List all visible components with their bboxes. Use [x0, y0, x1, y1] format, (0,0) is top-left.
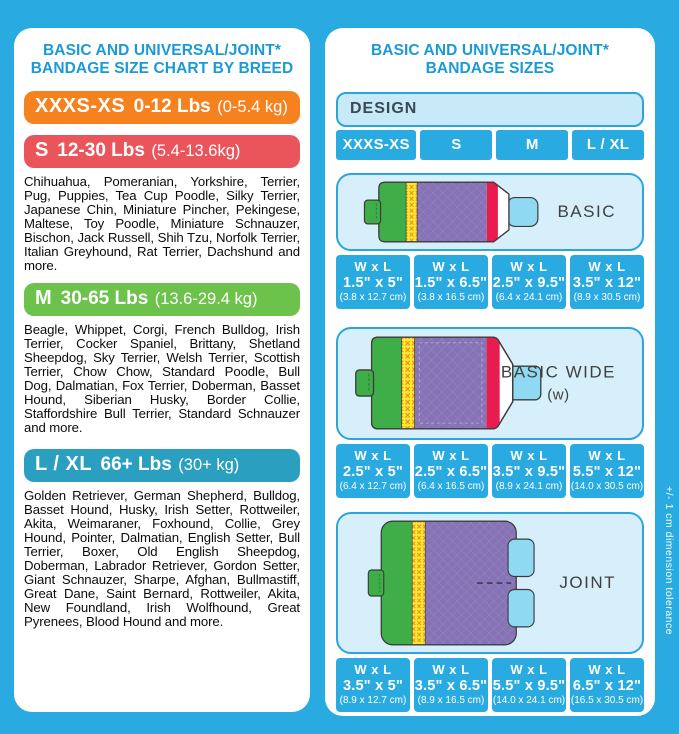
- size-cell: W x L 2.5" x 9.5" (6.4 x 24.1 cm): [492, 254, 566, 309]
- size-badge-m: M 30-65 Lbs (13.6-29.4 kg): [24, 282, 300, 316]
- breed-list-medium: Beagle, Whippet, Corgi, French Bulldog, …: [24, 321, 300, 435]
- size-cell: W x L 5.5" x 9.5" (14.0 x 24.1 cm): [492, 657, 566, 712]
- cm-value: (6.4 x 16.5 cm): [417, 480, 485, 492]
- product-card-basic-wide: BASIC WIDE (w): [336, 326, 644, 440]
- wxl-label: W x L: [510, 258, 548, 274]
- cm-value: (14.0 x 24.1 cm): [492, 694, 566, 706]
- design-label: DESIGN: [350, 99, 418, 117]
- cm-value: (6.4 x 24.1 cm): [495, 291, 563, 303]
- wxl-label: W x L: [354, 258, 392, 274]
- wxl-label: W x L: [510, 661, 548, 677]
- right-panel-title: BASIC AND UNIVERSAL/JOINT* BANDAGE SIZES: [336, 42, 644, 79]
- inches-value: 3.5" x 6.5": [414, 677, 488, 694]
- wxl-label: W x L: [354, 661, 392, 677]
- size-tab-m[interactable]: M: [496, 129, 569, 160]
- inches-value: 3.5" x 12": [572, 274, 642, 291]
- size-cell: W x L 2.5" x 5" (6.4 x 12.7 cm): [336, 443, 410, 498]
- inches-value: 5.5" x 12": [572, 463, 642, 480]
- inches-value: 1.5" x 6.5": [414, 274, 488, 291]
- size-tab-row: XXXS-XS S M L / XL: [336, 129, 644, 160]
- size-tab-l-xl[interactable]: L / XL: [572, 129, 644, 160]
- size-tab-xxxs-xs[interactable]: XXXS-XS: [336, 129, 417, 160]
- right-title-line2: BANDAGE SIZES: [425, 60, 555, 78]
- inches-value: 2.5" x 5": [343, 463, 403, 480]
- product-card-basic: BASIC: [336, 172, 644, 251]
- size-cell: W x L 3.5" x 5" (8.9 x 12.7 cm): [336, 657, 410, 712]
- dimension-tolerance-note: +/- 1 cm dimension tolerance: [663, 486, 675, 636]
- size-cell: W x L 1.5" x 5" (3.8 x 12.7 cm): [336, 254, 410, 309]
- badge-lbs-label: 66+ Lbs: [100, 453, 172, 475]
- wxl-label: W x L: [588, 661, 626, 677]
- size-table-basic-wide: W x L 2.5" x 5" (6.4 x 12.7 cm) W x L 2.…: [336, 443, 644, 498]
- inches-value: 1.5" x 5": [343, 274, 403, 291]
- inches-value: 6.5" x 12": [572, 677, 642, 694]
- badge-kg-label: (0-5.4 kg): [217, 97, 288, 116]
- badge-lbs-label: 0-12 Lbs: [133, 95, 211, 117]
- wxl-label: W x L: [588, 447, 626, 463]
- product-name-text: BASIC: [557, 201, 616, 221]
- size-cell: W x L 6.5" x 12" (16.5 x 30.5 cm): [570, 657, 644, 712]
- wxl-label: W x L: [588, 258, 626, 274]
- cm-value: (16.5 x 30.5 cm): [570, 694, 644, 706]
- right-title-line1: BASIC AND UNIVERSAL/JOINT*: [371, 42, 609, 59]
- left-panel-title: BASIC AND UNIVERSAL/JOINT* BANDAGE SIZE …: [24, 42, 300, 79]
- bandage-sizes-panel: BASIC AND UNIVERSAL/JOINT* BANDAGE SIZES…: [325, 28, 655, 716]
- badge-size-label: M: [35, 286, 53, 309]
- design-header: DESIGN: [336, 91, 644, 127]
- product-name-joint: JOINT: [559, 571, 616, 595]
- cm-value: (3.8 x 12.7 cm): [339, 291, 407, 303]
- cm-value: (8.9 x 30.5 cm): [573, 291, 641, 303]
- breed-list-small: Chihuahua, Pomeranian, Yorkshire, Terrie…: [24, 173, 300, 273]
- breed-chart-panel: BASIC AND UNIVERSAL/JOINT* BANDAGE SIZE …: [14, 28, 310, 712]
- badge-size-label: L / XL: [35, 452, 93, 475]
- size-cell: W x L 1.5" x 6.5" (3.8 x 16.5 cm): [414, 254, 488, 309]
- size-badge-l-xl: L / XL 66+ Lbs (30+ kg): [24, 448, 300, 482]
- inches-value: 3.5" x 9.5": [492, 463, 566, 480]
- size-badge-s: S 12-30 Lbs (5.4-13.6kg): [24, 134, 300, 168]
- joint-bandage-illustration: [367, 520, 535, 645]
- wxl-label: W x L: [432, 447, 470, 463]
- cm-value: (6.4 x 12.7 cm): [339, 480, 407, 492]
- badge-kg-label: (30+ kg): [178, 455, 240, 474]
- size-cell: W x L 2.5" x 6.5" (6.4 x 16.5 cm): [414, 443, 488, 498]
- cm-value: (8.9 x 24.1 cm): [495, 480, 563, 492]
- wxl-label: W x L: [510, 447, 548, 463]
- basic-wide-bandage-illustration: [355, 336, 542, 430]
- wxl-label: W x L: [432, 661, 470, 677]
- badge-lbs-label: 30-65 Lbs: [60, 287, 149, 309]
- product-name-basic-wide: BASIC WIDE (w): [501, 361, 616, 406]
- inches-value: 5.5" x 9.5": [492, 677, 566, 694]
- cm-value: (8.9 x 16.5 cm): [417, 694, 485, 706]
- wxl-label: W x L: [432, 258, 470, 274]
- size-cell: W x L 3.5" x 12" (8.9 x 30.5 cm): [570, 254, 644, 309]
- breed-list-large: Golden Retriever, German Shepherd, Bulld…: [24, 487, 300, 629]
- badge-kg-label: (5.4-13.6kg): [151, 141, 241, 160]
- cm-value: (8.9 x 12.7 cm): [339, 694, 407, 706]
- size-table-joint: W x L 3.5" x 5" (8.9 x 12.7 cm) W x L 3.…: [336, 657, 644, 712]
- cm-value: (14.0 x 30.5 cm): [570, 480, 644, 492]
- size-table-basic: W x L 1.5" x 5" (3.8 x 12.7 cm) W x L 1.…: [336, 254, 644, 309]
- size-cell: W x L 3.5" x 6.5" (8.9 x 16.5 cm): [414, 657, 488, 712]
- size-cell: W x L 5.5" x 12" (14.0 x 30.5 cm): [570, 443, 644, 498]
- size-cell: W x L 3.5" x 9.5" (8.9 x 24.1 cm): [492, 443, 566, 498]
- badge-size-label: XXXS-XS: [35, 94, 126, 117]
- cm-value: (3.8 x 16.5 cm): [417, 291, 485, 303]
- product-name-text: BASIC WIDE: [500, 362, 616, 382]
- inches-value: 2.5" x 9.5": [492, 274, 566, 291]
- badge-kg-label: (13.6-29.4 kg): [154, 289, 258, 308]
- badge-lbs-label: 12-30 Lbs: [57, 139, 145, 161]
- product-card-joint: JOINT: [336, 511, 644, 654]
- size-badge-xxxs-xs: XXXS-XS 0-12 Lbs (0-5.4 kg): [24, 90, 300, 124]
- product-name-text: JOINT: [559, 572, 616, 592]
- product-name-sub: (w): [547, 386, 570, 404]
- inches-value: 2.5" x 6.5": [414, 463, 488, 480]
- wxl-label: W x L: [354, 447, 392, 463]
- inches-value: 3.5" x 5": [343, 677, 403, 694]
- size-tab-s[interactable]: S: [420, 129, 493, 160]
- badge-size-label: S: [35, 138, 49, 161]
- product-name-basic: BASIC: [557, 200, 616, 224]
- basic-bandage-illustration: [363, 181, 539, 242]
- left-title-line2: BANDAGE SIZE CHART BY BREED: [30, 60, 294, 78]
- left-title-line1: BASIC AND UNIVERSAL/JOINT*: [43, 42, 281, 59]
